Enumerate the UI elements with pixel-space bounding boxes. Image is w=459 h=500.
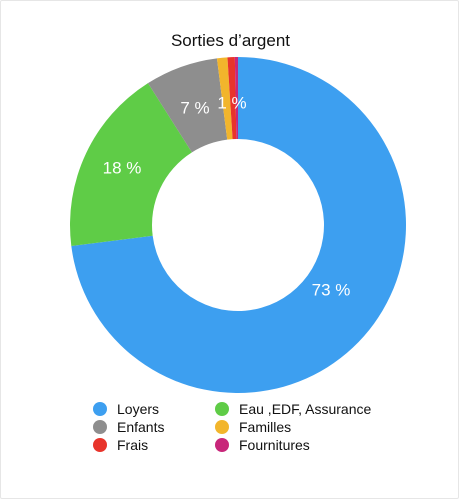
legend-label-loyers: Loyers (117, 401, 160, 417)
legend-label-enfants: Enfants (117, 419, 165, 435)
data-label-enfants: 7 % (180, 98, 209, 117)
legend-item-familles: Familles (215, 418, 415, 436)
legend-item-enfants: Enfants (93, 418, 215, 436)
slice-frais (227, 57, 237, 140)
legend-item-loyers: Loyers (93, 400, 215, 418)
slice-loyers (71, 57, 406, 394)
legend-item-eau-edf-assurance: Eau ,EDF, Assurance (215, 400, 415, 418)
chart-legend: Loyers Eau ,EDF, Assurance Enfants Familles… (93, 400, 393, 454)
legend-swatch-frais (93, 438, 107, 452)
legend-label-fournitures: Fournitures (239, 437, 310, 453)
legend-swatch-fournitures (215, 438, 229, 452)
legend-item-frais: Frais (93, 436, 215, 454)
legend-swatch-eau-edf-assurance (215, 402, 229, 416)
legend-swatch-familles (215, 420, 229, 434)
legend-label-eau-edf-assurance: Eau ,EDF, Assurance (239, 401, 372, 417)
chart-title: Sorties d’argent (170, 31, 291, 50)
data-label-loyers: 73 % (312, 280, 351, 299)
legend-swatch-enfants (93, 420, 107, 434)
slice-familles (216, 57, 233, 140)
data-label-familles: 1 % (217, 93, 246, 112)
legend-label-familles: Familles (239, 419, 292, 435)
slice-fournitures (234, 57, 238, 140)
slice-enfants (147, 58, 228, 153)
legend-item-fournitures: Fournitures (215, 436, 415, 454)
legend-label-frais: Frais (117, 437, 149, 453)
slice-eau-edf-assurance (70, 83, 192, 247)
data-label-eau-edf-assurance: 18 % (103, 158, 142, 177)
legend-swatch-loyers (93, 402, 107, 416)
